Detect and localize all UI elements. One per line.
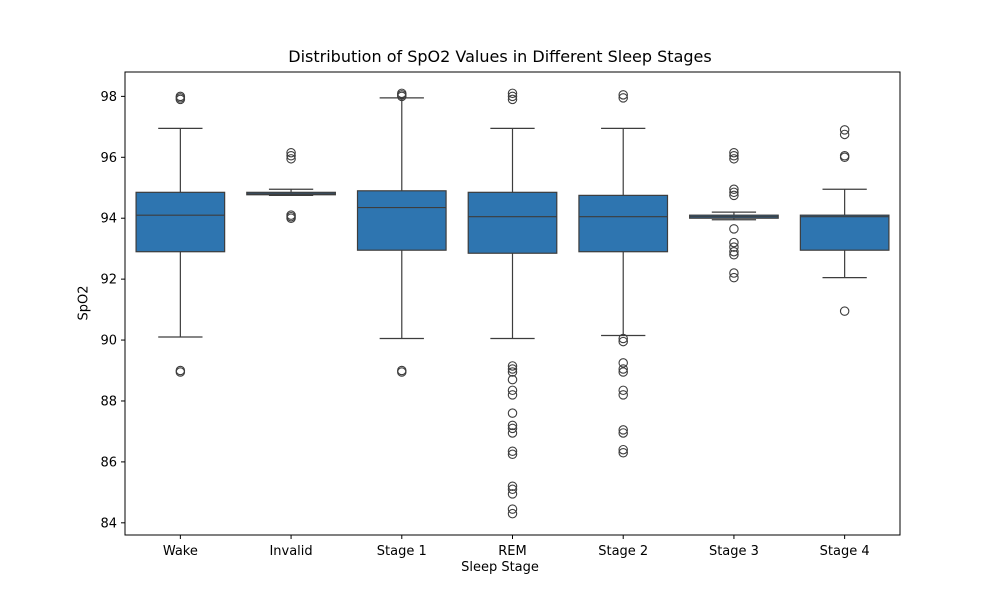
chart-title: Distribution of SpO2 Values in Different…: [288, 47, 712, 66]
outlier-rem: [507, 423, 518, 434]
outlier-stage-3: [729, 268, 739, 278]
outlier-rem: [507, 420, 518, 431]
outlier-stage-2: [618, 364, 628, 374]
outlier-stage-3: [729, 242, 739, 252]
outlier-rem: [507, 361, 518, 371]
outlier-stage-2: [618, 90, 628, 100]
box-stage-4: [799, 214, 890, 251]
outlier-rem: [507, 449, 518, 460]
y-tick-label: 88: [100, 394, 117, 409]
outlier-rem: [507, 428, 518, 438]
y-tick-label: 98: [100, 90, 117, 105]
outlier-stage-3: [729, 151, 739, 161]
outlier-stage-3: [729, 184, 739, 195]
outlier-stage-2: [618, 358, 628, 368]
outlier-stage-4: [839, 125, 850, 135]
outlier-stage-3: [729, 154, 739, 164]
outlier-invalid: [286, 210, 296, 220]
y-tick-label: 94: [100, 212, 117, 227]
outlier-stage-1: [397, 88, 407, 99]
outlier-rem: [507, 390, 518, 400]
outlier-rem: [507, 91, 518, 102]
outlier-rem: [507, 94, 518, 105]
y-tick-label: 92: [100, 273, 117, 288]
outlier-rem: [507, 484, 518, 495]
outlier-stage-2: [618, 367, 628, 377]
outlier-rem: [507, 504, 518, 514]
x-tick-label: Stage 4: [820, 544, 870, 559]
outlier-stage-2: [618, 428, 628, 438]
box-rem: [467, 191, 558, 254]
box-stage-1: [356, 190, 447, 251]
outlier-stage-3: [729, 246, 739, 257]
outlier-rem: [507, 374, 518, 385]
x-axis-label: Sleep Stage: [461, 560, 539, 575]
outlier-rem: [507, 508, 518, 519]
outlier-stage-4: [839, 306, 850, 316]
box-wake: [135, 191, 226, 253]
outlier-stage-3: [729, 147, 739, 158]
y-tick-label: 96: [100, 151, 117, 166]
outlier-rem: [507, 385, 518, 396]
box-stage-2: [578, 194, 669, 253]
outlier-rem: [507, 367, 518, 377]
x-tick-label: Stage 2: [598, 544, 648, 559]
outlier-stage-2: [618, 444, 628, 455]
outlier-rem: [507, 446, 518, 456]
y-tick-label: 84: [100, 516, 117, 531]
outlier-stage-2: [618, 390, 628, 400]
outlier-stage-4: [839, 129, 850, 140]
x-tick-label: Invalid: [269, 544, 312, 559]
outlier-invalid: [286, 154, 296, 164]
outlier-wake: [175, 94, 186, 105]
outlier-stage-3: [729, 272, 739, 283]
outlier-rem: [507, 408, 518, 418]
outlier-invalid: [286, 151, 296, 161]
x-tick-label: Wake: [163, 544, 198, 559]
x-tick-label: Stage 3: [709, 544, 759, 559]
outlier-invalid: [286, 213, 296, 223]
x-tick-label: REM: [498, 544, 526, 559]
y-axis-label: SpO2: [76, 285, 92, 321]
outlier-stage-2: [618, 385, 628, 396]
outlier-stage-3: [729, 250, 739, 260]
outlier-stage-2: [618, 425, 628, 435]
outlier-stage-2: [618, 448, 628, 458]
outlier-rem: [507, 489, 518, 499]
outlier-rem: [507, 88, 518, 99]
outlier-stage-3: [729, 190, 739, 201]
x-tick-label: Stage 1: [377, 544, 427, 559]
outlier-stage-2: [618, 93, 628, 103]
outlier-stage-2: [618, 333, 628, 344]
outlier-wake: [175, 367, 186, 377]
y-tick-label: 86: [100, 455, 117, 470]
outlier-stage-3: [729, 187, 739, 198]
outlier-wake: [175, 91, 186, 102]
outlier-rem: [507, 481, 518, 492]
outlier-stage-3: [729, 224, 739, 234]
outlier-rem: [507, 364, 518, 374]
outlier-invalid: [286, 147, 296, 158]
y-tick-label: 90: [100, 334, 117, 349]
outlier-stage-1: [397, 367, 407, 377]
outlier-stage-2: [618, 336, 628, 347]
outlier-stage-4: [839, 151, 850, 161]
outlier-stage-3: [729, 237, 739, 248]
